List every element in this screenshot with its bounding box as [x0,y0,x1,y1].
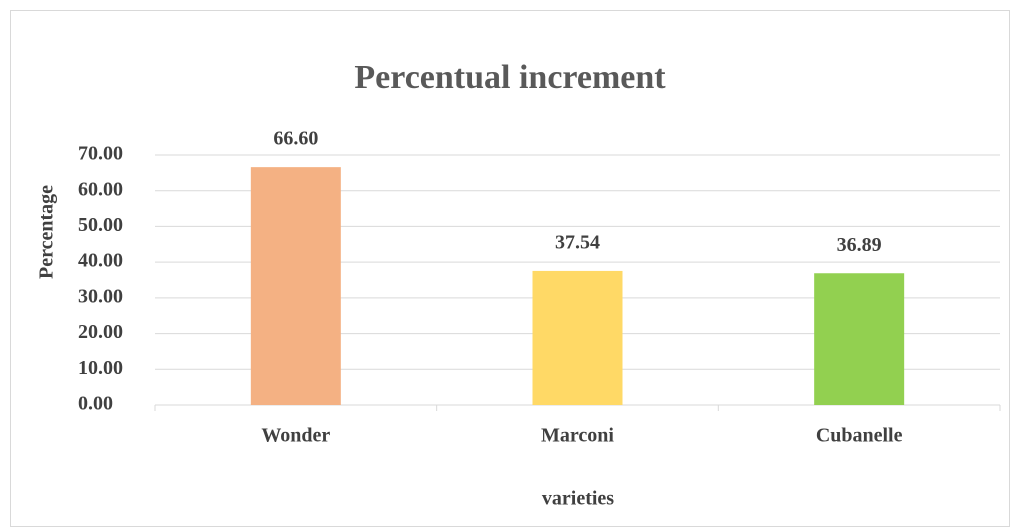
x-tick-label: Marconi [541,425,614,447]
y-tick-label: 20.00 [78,321,123,343]
data-label: 37.54 [555,232,600,254]
x-axis-label: varieties [542,488,614,510]
y-tick-label: 70.00 [78,143,123,165]
x-tick-label: Wonder [261,425,330,447]
x-tick-label: Cubanelle [816,425,903,447]
data-label: 36.89 [837,234,882,256]
y-tick-label: 40.00 [78,250,123,272]
bar [532,270,623,405]
y-tick-label: 10.00 [78,357,123,379]
y-tick-label: 50.00 [78,214,123,236]
y-tick-label: 30.00 [78,285,123,307]
chart-border [10,10,1010,527]
data-label: 66.60 [273,128,318,150]
y-tick-label: 60.00 [78,178,123,200]
bar [814,273,905,405]
bar [250,167,341,405]
chart-title: Percentual increment [354,59,666,96]
y-tick-label: 0.00 [78,393,113,415]
y-axis-label: Percentage [36,185,58,279]
